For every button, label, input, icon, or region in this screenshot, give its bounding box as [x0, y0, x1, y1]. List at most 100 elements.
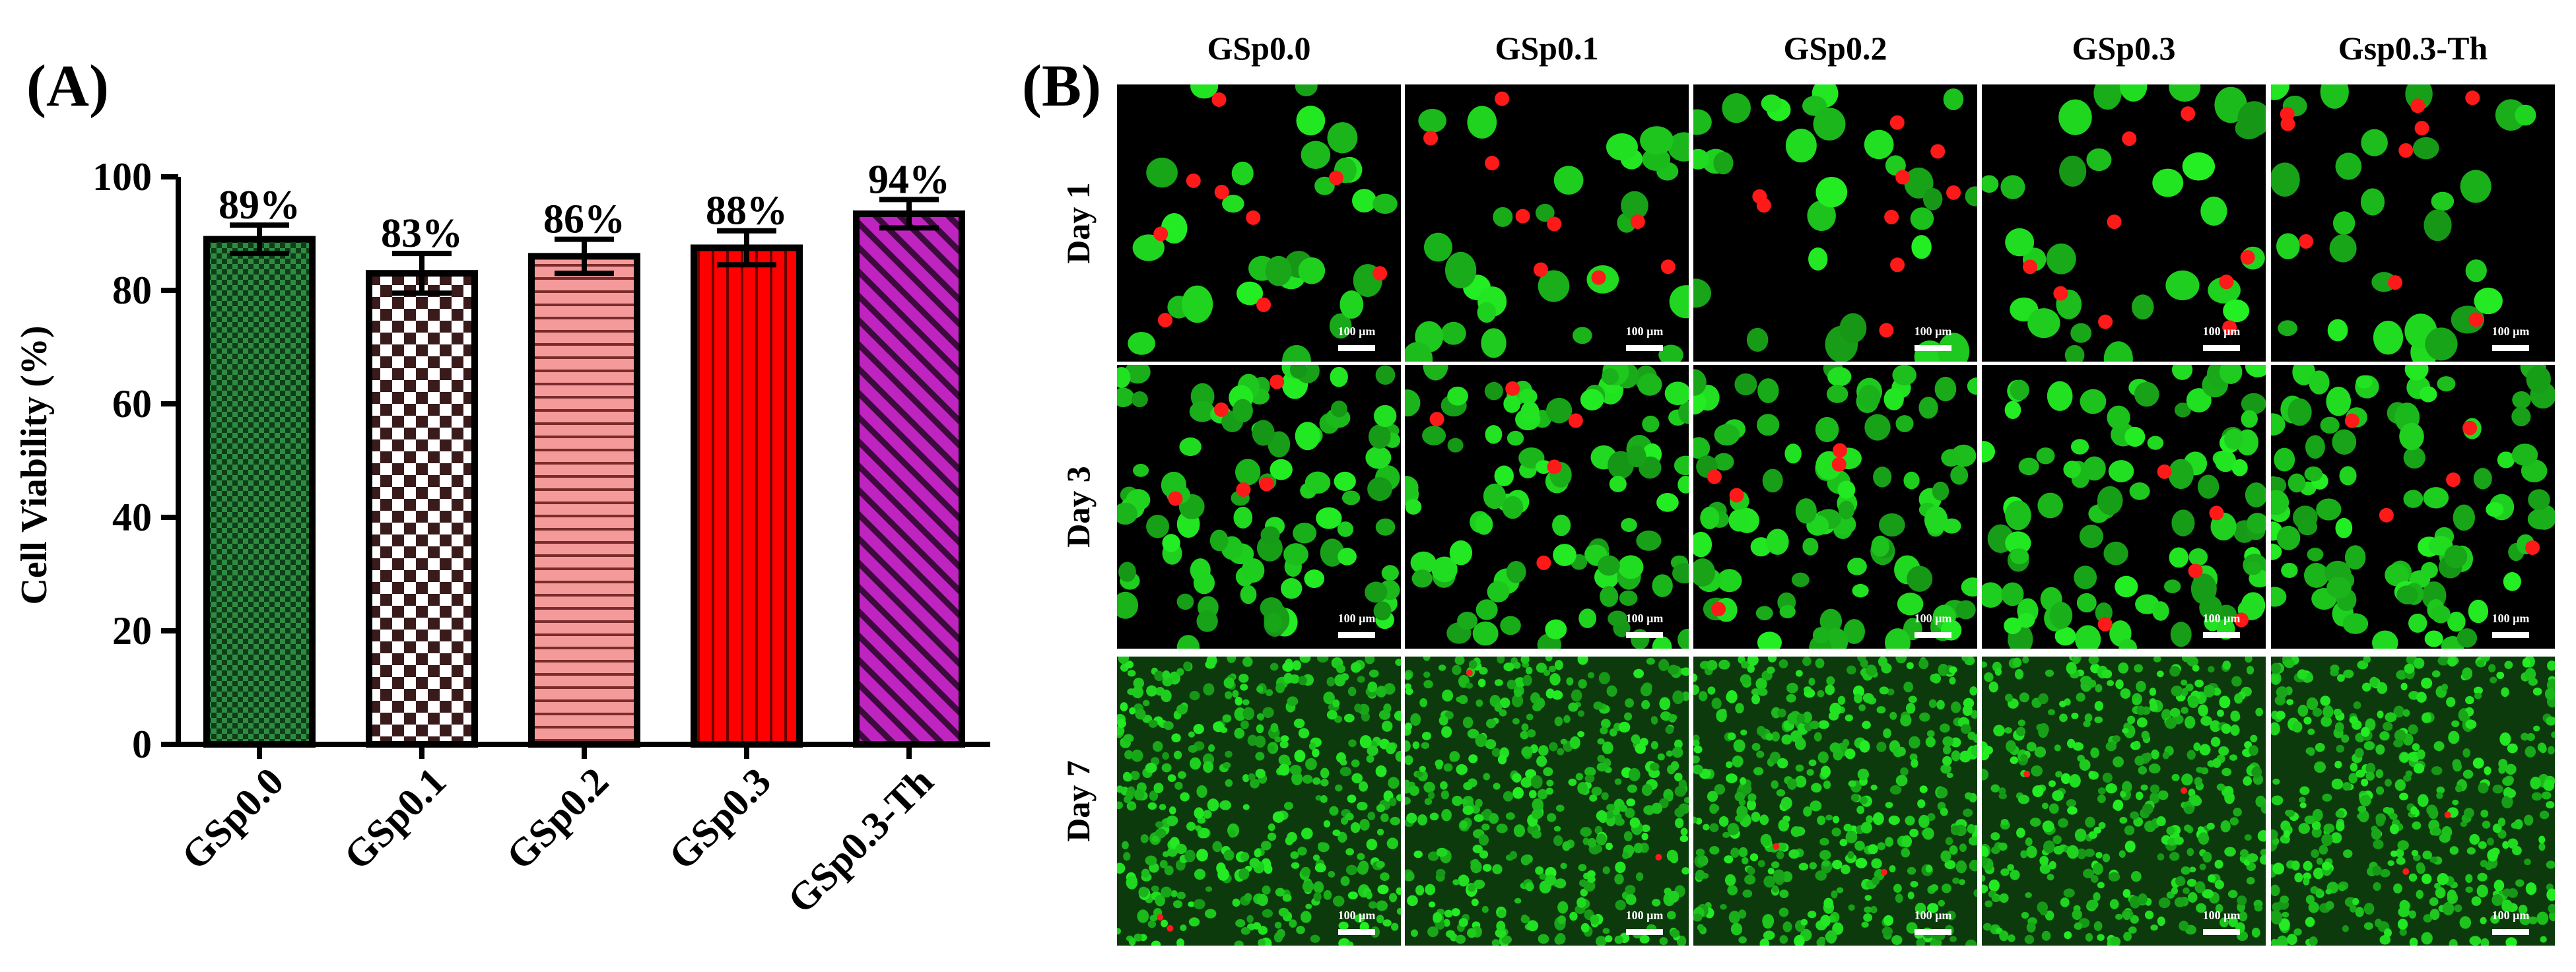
live-cell [2132, 294, 2154, 320]
live-cell [1595, 936, 1607, 946]
live-cell [1580, 923, 1590, 933]
live-cell [2271, 490, 2289, 515]
live-cell [1751, 688, 1760, 696]
live-cell [2134, 756, 2145, 766]
dead-cell [2219, 275, 2234, 290]
live-cell [2371, 828, 2382, 840]
live-cell [2004, 727, 2012, 734]
live-cell [1128, 937, 1136, 946]
micrograph-background [1117, 365, 1401, 649]
y-tick-label: 20 [112, 609, 152, 653]
live-cell [1188, 901, 1195, 907]
live-cell [1223, 849, 1235, 861]
dead-cell [1211, 92, 1227, 108]
live-cell [2130, 811, 2140, 820]
live-cell [1815, 416, 1839, 443]
dead-cell [2446, 472, 2461, 488]
live-cell [2526, 732, 2535, 741]
live-cell [2496, 671, 2505, 679]
live-cell [1235, 459, 1261, 486]
dead-cell [1259, 476, 1274, 492]
live-cell [1357, 801, 1368, 811]
live-cell [1242, 774, 1250, 783]
live-cell [1877, 842, 1886, 851]
dead-cell [1373, 266, 1388, 281]
live-cell [1733, 739, 1746, 753]
live-cell [2238, 911, 2248, 922]
live-cell [1660, 711, 1671, 721]
live-cell [2281, 562, 2298, 578]
live-cell [1569, 736, 1580, 750]
live-cell [2431, 766, 2443, 775]
live-cell [1568, 778, 1577, 786]
live-cell [2069, 774, 2081, 788]
live-cell [2292, 721, 2303, 733]
scale-bar-label: 100 µm [2203, 612, 2241, 625]
live-cell [2076, 593, 2097, 613]
data-label: 94% [868, 157, 950, 202]
live-cell [2140, 784, 2148, 791]
live-cell [1897, 593, 1924, 616]
live-cell [2152, 168, 2184, 197]
live-cell [1460, 820, 1468, 829]
live-cell [2519, 914, 2531, 925]
live-cell [1264, 612, 1283, 633]
live-cell [1546, 779, 1554, 787]
live-cell [1584, 774, 1595, 783]
live-cell [1141, 868, 1150, 878]
live-cell [2344, 545, 2366, 570]
live-cell [1693, 739, 1700, 747]
live-cell [1231, 161, 1254, 185]
live-cell [1255, 752, 1265, 761]
live-cell [2524, 814, 2534, 826]
live-cell [2149, 698, 2157, 707]
live-cell [1720, 904, 1727, 910]
live-cell [1240, 684, 1248, 691]
live-cell [1858, 385, 1881, 409]
live-cell [2016, 727, 2026, 736]
dead-cell [2234, 612, 2249, 628]
live-cell [1905, 816, 1915, 826]
live-cell [2421, 562, 2438, 579]
live-cell [1328, 870, 1336, 878]
live-cell [1159, 804, 1167, 810]
live-cell [1670, 928, 1680, 938]
live-cell [1832, 859, 1843, 870]
live-cell [1117, 927, 1121, 935]
live-cell [1897, 746, 1906, 756]
live-cell [2010, 379, 2029, 401]
live-cell [1484, 381, 1503, 401]
live-cell [2066, 845, 2079, 859]
live-cell [1118, 657, 1130, 664]
live-cell [2250, 734, 2258, 742]
live-cell [1711, 697, 1722, 709]
live-cell [2103, 541, 2128, 566]
live-cell [2288, 473, 2306, 493]
micrograph-image: 100 µm [1117, 657, 1401, 946]
live-cell [1847, 665, 1856, 675]
live-cell [1757, 688, 1768, 696]
live-cell [1693, 745, 1703, 754]
live-cell [1815, 870, 1827, 881]
live-cell [1961, 577, 1977, 597]
live-cell [1602, 368, 1619, 385]
live-cell [2171, 685, 2183, 697]
live-cell [1927, 903, 1939, 913]
live-cell [1474, 880, 1485, 890]
live-cell [2282, 911, 2289, 918]
live-cell [1424, 798, 1433, 806]
live-cell [1578, 608, 1597, 628]
live-cell [1535, 203, 1555, 222]
live-cell [2431, 605, 2451, 624]
live-cell [1968, 836, 1977, 846]
live-cell [1809, 721, 1820, 730]
live-cell [2080, 676, 2092, 686]
live-cell [1625, 698, 1634, 708]
live-cell [2208, 874, 2216, 883]
live-cell [2054, 744, 2061, 752]
live-cell [1300, 911, 1312, 923]
live-cell [2464, 808, 2474, 818]
live-cell [1918, 397, 1938, 419]
live-cell [2307, 919, 2315, 925]
live-cell [1283, 672, 1293, 684]
